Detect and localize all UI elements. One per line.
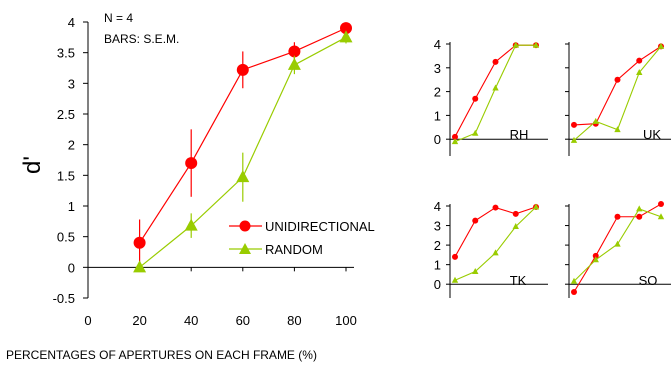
y-tick-label: 0	[68, 260, 75, 275]
panel-data-point	[614, 213, 621, 220]
panel-data-point	[636, 69, 643, 76]
y-tick-label: 3.5	[57, 46, 75, 61]
panel-data-point	[532, 41, 540, 48]
data-point	[288, 45, 301, 58]
data-point	[184, 218, 198, 231]
y-tick-label: 3	[68, 76, 75, 91]
panel-data-point	[472, 217, 479, 224]
panel-y-tick-label: 3	[434, 61, 441, 76]
legend-label-random: RANDOM	[265, 242, 323, 257]
data-point	[133, 260, 147, 273]
panel-data-point	[571, 289, 577, 296]
panel-rh: 0 1 2 3 4 RH	[434, 37, 548, 156]
panel-data-point	[472, 95, 479, 102]
panel-data-point	[512, 41, 519, 48]
panel-data-point	[472, 129, 479, 136]
y-tick-label: 2.5	[57, 107, 75, 122]
legend: UNIDIRECTIONAL RANDOM	[229, 219, 375, 257]
panel-data-point	[571, 121, 577, 128]
x-tick-label: 80	[287, 313, 301, 328]
panel-data-point	[592, 252, 599, 259]
main-series	[133, 22, 353, 273]
panel-data-point	[570, 277, 578, 284]
x-tick-label: 40	[184, 313, 198, 328]
panel-data-point	[614, 240, 621, 247]
panel-y-tick-label: 3	[434, 219, 441, 234]
panel-data-point	[570, 136, 578, 143]
main-axes: -0.500.511.522.533.540 20 40 60 80 100	[53, 15, 357, 328]
panel-y-tick-label: 1	[434, 258, 441, 273]
annotation-n: N = 4	[104, 11, 133, 25]
individual-panels: 0 1 2 3 4 RH UK 0 1 2 3 4 TK SO	[434, 37, 671, 298]
panel-so: SO	[565, 201, 671, 298]
panel-data-point	[614, 126, 621, 133]
panel-label-tk: TK	[510, 273, 527, 288]
panel-data-point	[592, 256, 599, 263]
panel-y-tick-label: 0	[434, 277, 441, 292]
y-tick-label: 1	[68, 199, 75, 214]
panel-data-point	[492, 249, 499, 256]
panel-y-tick-label: 2	[434, 85, 441, 100]
panel-label-so: SO	[639, 273, 658, 288]
y-tick-label: 4	[68, 15, 75, 30]
annotation-bars: BARS: S.E.M.	[104, 32, 179, 46]
panel-data-point	[492, 204, 499, 211]
panel-y-tick-label: 4	[434, 37, 441, 52]
panel-data-point	[636, 213, 643, 220]
panel-data-point	[451, 138, 459, 145]
panel-series-line	[454, 206, 537, 258]
data-point	[340, 22, 352, 35]
panel-data-point	[492, 58, 499, 65]
data-point	[236, 63, 249, 76]
y-tick-label: -0.5	[53, 291, 75, 306]
panel-data-point	[451, 276, 459, 283]
main-chart: -0.500.511.522.533.540 20 40 60 80 100	[53, 15, 357, 328]
y-tick-label: 0.5	[57, 230, 75, 245]
panel-data-point	[452, 253, 458, 260]
panel-y-tick-label: 4	[434, 199, 441, 214]
data-point	[287, 57, 301, 70]
panel-data-point	[658, 201, 664, 208]
data-point	[133, 236, 146, 249]
y-tick-label: 2	[68, 138, 75, 153]
x-tick-label: 100	[335, 313, 357, 328]
x-axis-label: PERCENTAGES OF APERTURES ON EACH FRAME (…	[6, 348, 317, 362]
panel-data-point	[452, 133, 458, 140]
panel-y-tick-label: 1	[434, 108, 441, 123]
panel-series-line	[573, 45, 662, 126]
panel-data-point	[512, 210, 519, 217]
panel-data-point	[657, 213, 665, 220]
panel-data-point	[492, 84, 499, 91]
x-tick-label: 0	[84, 313, 91, 328]
panel-tk: 0 1 2 3 4 TK	[434, 199, 548, 298]
panel-y-tick-label: 0	[434, 132, 441, 147]
y-axis-label: d'	[19, 156, 46, 174]
panel-uk: UK	[565, 42, 671, 156]
y-tick-label: 1.5	[57, 168, 75, 183]
panel-label-uk: UK	[643, 127, 661, 142]
data-point	[339, 30, 353, 43]
panel-label-rh: RH	[510, 127, 529, 142]
panel-data-point	[512, 223, 519, 230]
panel-data-point	[636, 57, 643, 64]
legend-label-unidirectional: UNIDIRECTIONAL	[265, 219, 375, 234]
data-point	[236, 170, 250, 183]
x-tick-label: 60	[236, 313, 250, 328]
panel-series-line	[454, 206, 537, 281]
x-tick-label: 20	[132, 313, 146, 328]
panel-data-point	[636, 205, 643, 212]
legend-marker-random	[239, 243, 251, 254]
panel-y-tick-label: 2	[434, 238, 441, 253]
panel-data-point	[614, 76, 621, 83]
panel-data-point	[657, 42, 665, 49]
legend-marker-unidirectional	[239, 220, 251, 232]
panel-data-point	[532, 203, 540, 210]
panel-data-point	[472, 267, 479, 274]
panel-data-point	[592, 117, 599, 124]
data-point	[185, 157, 198, 170]
